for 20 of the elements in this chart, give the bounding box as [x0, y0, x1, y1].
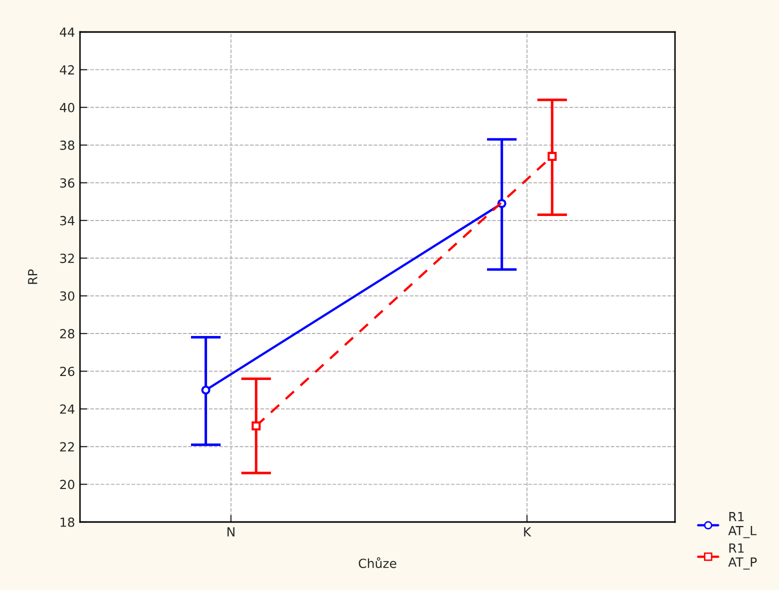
y-tick-label: 32: [60, 254, 74, 264]
y-tick-label: 40: [60, 102, 74, 112]
legend-label: R1 AT_P: [728, 543, 757, 570]
y-tick-label: 28: [60, 329, 74, 338]
y-tick-label: 30: [60, 291, 74, 301]
y-tick-label: 26: [60, 366, 74, 376]
y-tick-label: 44: [60, 28, 74, 37]
y-tick-label: 38: [60, 140, 74, 150]
y-tick-label: 42: [60, 65, 74, 74]
x-axis-title: Chůze: [358, 557, 396, 568]
y-axis-title: RP: [28, 269, 38, 284]
y-tick-label: 18: [60, 517, 74, 527]
y-tick-label: 36: [60, 178, 74, 188]
x-tick-label: K: [524, 527, 532, 536]
x-tick-label: N: [228, 527, 234, 536]
y-tick-label: 20: [60, 480, 74, 490]
legend-label: R1 AT_L: [728, 512, 757, 538]
y-tick-label: 22: [60, 442, 74, 452]
y-tick-label: 34: [60, 216, 74, 226]
y-tick-label: 24: [60, 404, 74, 414]
